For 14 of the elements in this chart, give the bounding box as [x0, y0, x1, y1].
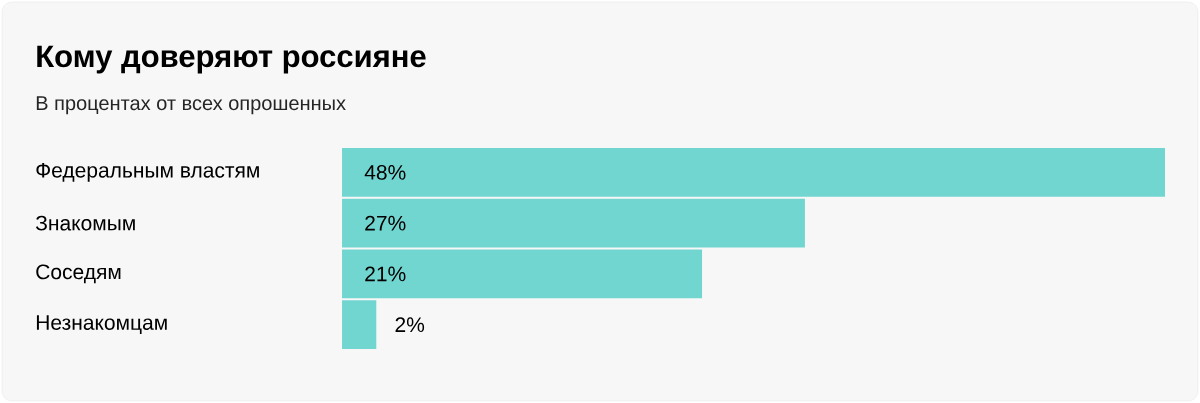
data-label: 48% [364, 164, 406, 180]
data-label: 21% [365, 266, 406, 282]
data-label: 2% [395, 317, 425, 333]
y-tick-label: Знакомым [35, 215, 135, 231]
bar [342, 300, 377, 349]
y-tick-label: Незнакомцам [36, 315, 167, 334]
chart-subtitle: В процентах от всех опрошенных [36, 96, 346, 115]
chart-title: Кому доверяют россияне [37, 45, 426, 74]
data-label: 27% [365, 215, 406, 231]
bar [342, 198, 805, 248]
bar [342, 249, 703, 299]
y-tick-label: Соседям [36, 264, 121, 284]
bar [342, 147, 1165, 197]
y-tick-label: Федеральным властям [36, 162, 259, 182]
